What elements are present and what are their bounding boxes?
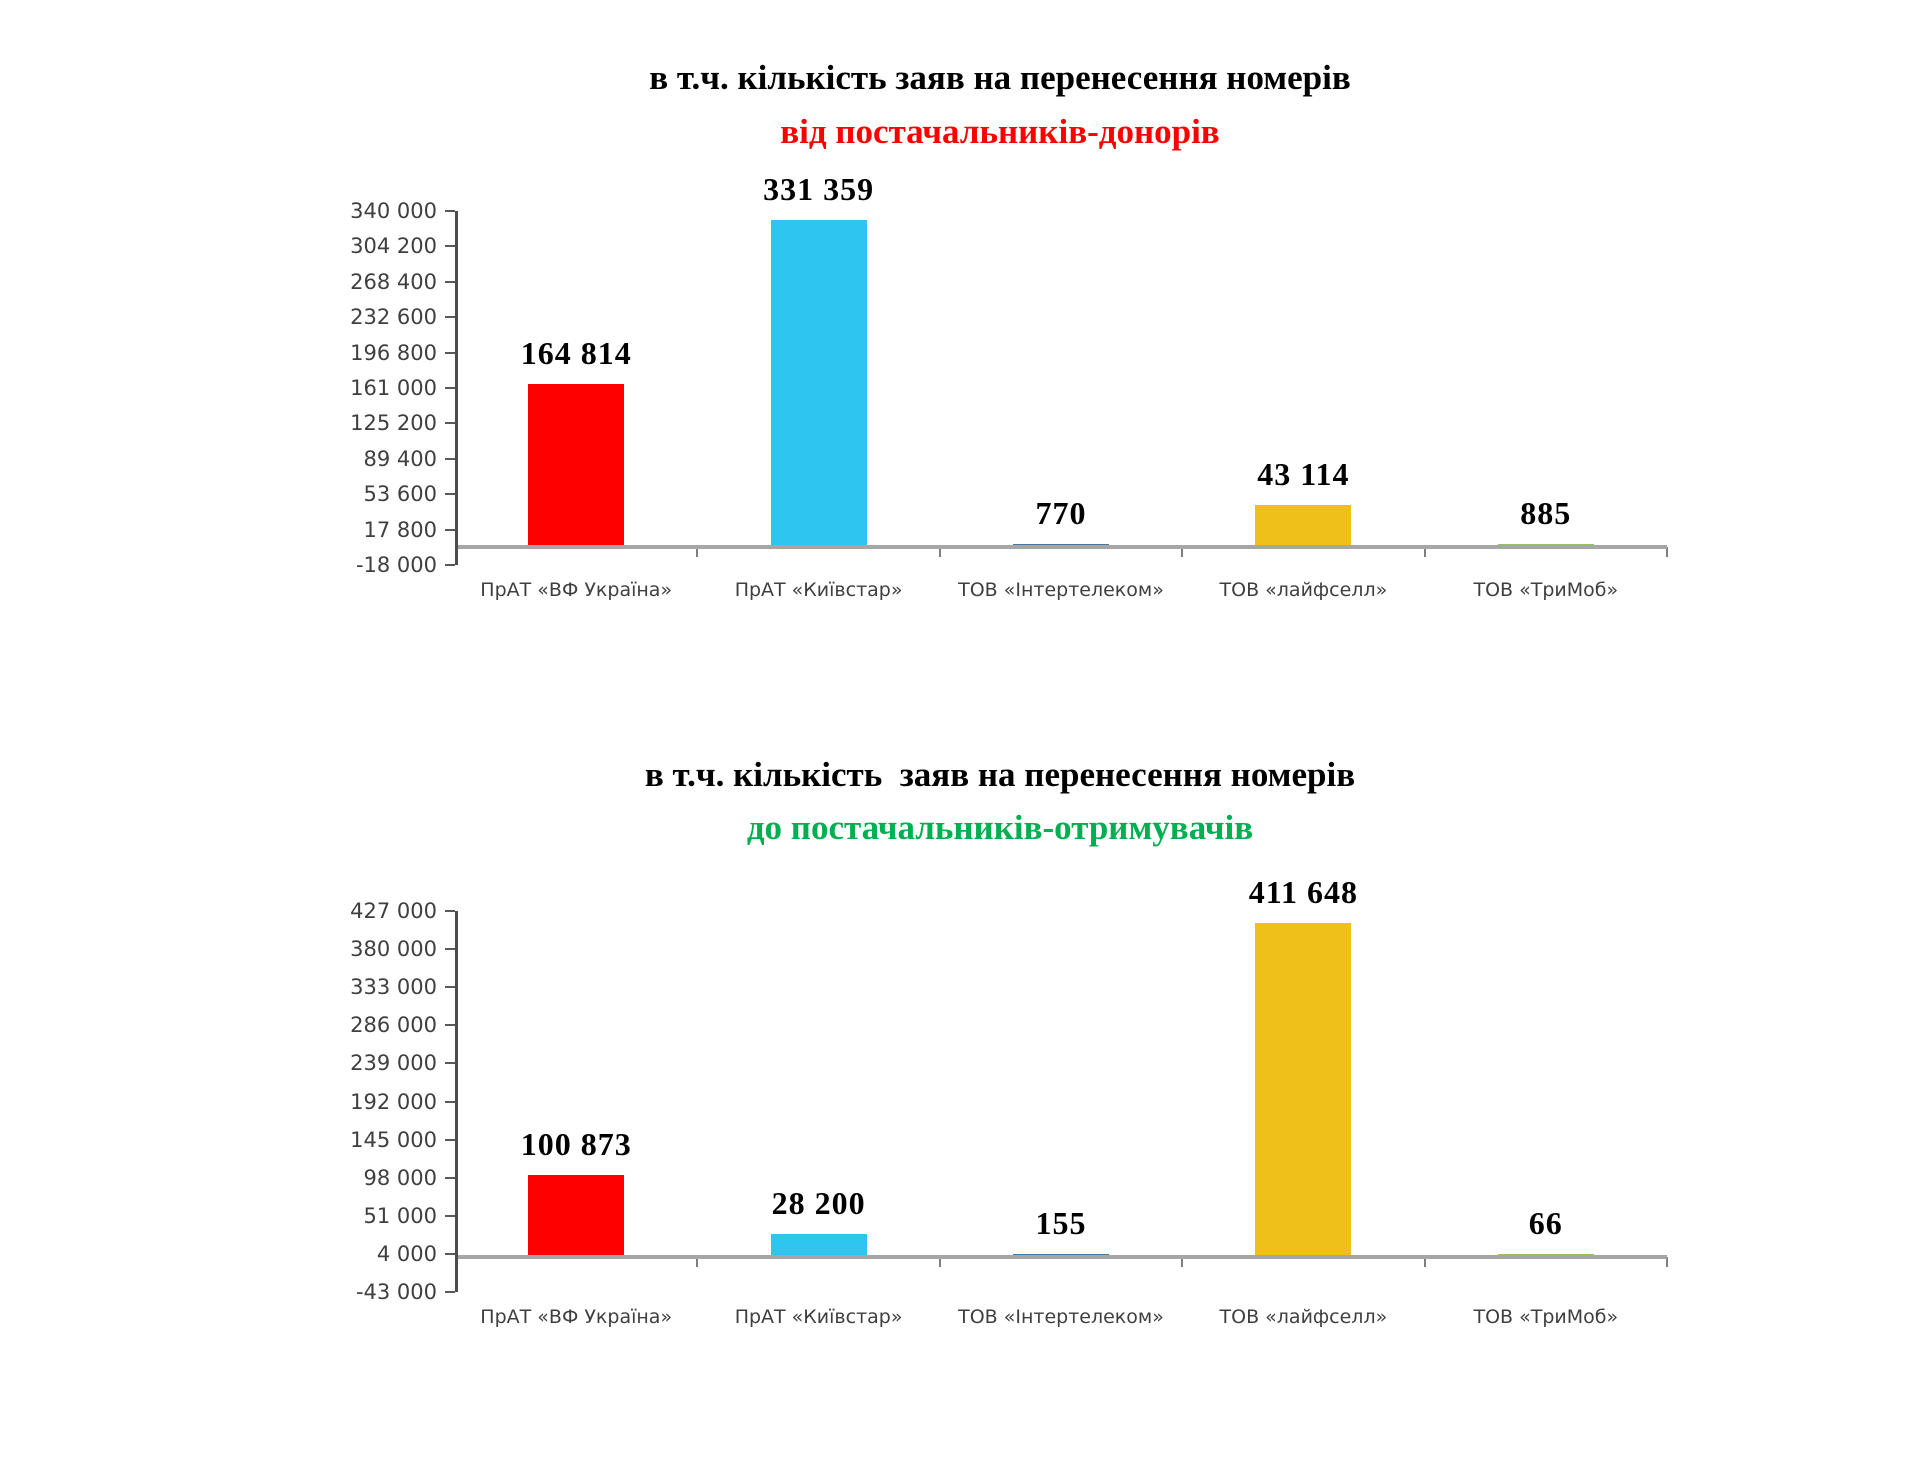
x-category-label: ТОВ «лайфселл» [1219, 1306, 1388, 1328]
y-axis-tick-label: 333 000 [350, 975, 437, 1000]
bar-value-label: 28 200 [771, 1185, 866, 1222]
bar-2 [770, 1234, 867, 1258]
y-axis-tick-mark [445, 564, 455, 566]
y-axis-line [455, 911, 458, 1292]
y-axis-tick-mark [445, 493, 455, 496]
bar-value-label: 100 873 [520, 1126, 632, 1163]
y-axis-tick-label: 53 600 [363, 482, 437, 507]
y-axis-tick-label: 340 000 [350, 199, 437, 223]
y-axis-tick-mark [445, 316, 455, 319]
x-axis-tick-mark [1666, 547, 1668, 558]
y-axis-tick-label: 4 000 [376, 1241, 437, 1266]
y-axis-tick-mark [445, 1100, 455, 1103]
y-axis-tick-mark [445, 457, 455, 460]
y-axis-tick-label: 232 600 [350, 305, 437, 330]
y-axis-tick-mark [445, 1176, 455, 1179]
bar-value-label: 770 [1035, 495, 1087, 532]
x-axis-tick-mark [696, 1257, 699, 1268]
y-axis-tick-label: 286 000 [350, 1013, 437, 1038]
y-axis-tick-label: 304 200 [350, 234, 437, 259]
y-axis-tick-label: 17 800 [363, 517, 437, 542]
y-axis-tick-label: 380 000 [350, 937, 437, 962]
bar-value-label: 411 648 [1248, 874, 1358, 911]
y-axis-tick-label: 427 000 [350, 899, 437, 923]
y-axis-tick-mark [445, 948, 455, 951]
chart-subtitle-donors: від постачальників-донорів [780, 112, 1220, 151]
bar-value-label: 155 [1035, 1205, 1087, 1242]
x-axis-tick-mark [1423, 547, 1426, 558]
y-axis-tick-mark [445, 910, 455, 912]
y-axis-tick-label: 239 000 [350, 1051, 437, 1076]
bar-2 [770, 219, 867, 548]
bar-1 [528, 1175, 625, 1258]
x-category-label: ПрАТ «Київстар» [734, 1306, 903, 1328]
y-axis-tick-mark [445, 1062, 455, 1065]
y-axis-tick-label: 51 000 [363, 1203, 437, 1228]
x-category-label: ТОВ «ТриМоб» [1473, 579, 1619, 601]
y-axis-tick-mark [445, 1138, 455, 1141]
x-axis-tick-mark [1423, 1257, 1426, 1268]
x-axis-tick-mark [938, 1257, 941, 1268]
bar-4 [1255, 923, 1352, 1258]
x-category-label: ТОВ «Інтертелеком» [958, 579, 1164, 601]
y-axis-tick-label: -43 000 [355, 1280, 437, 1304]
x-axis-tick-mark [696, 547, 699, 558]
bar-value-label: 885 [1520, 495, 1572, 532]
chart-title-line1: в т.ч. кількість заяв на перенесення ном… [649, 58, 1351, 97]
y-axis-tick-mark [445, 245, 455, 248]
chart-subtitle-recipients: до постачальників-отримувачів [746, 808, 1254, 847]
y-axis-tick-label: 89 400 [363, 446, 437, 471]
bar-value-label: 331 359 [763, 170, 875, 207]
x-category-label: ПрАТ «Київстар» [734, 579, 903, 601]
x-axis-tick-mark [1666, 1257, 1668, 1268]
y-axis-tick-label: 98 000 [363, 1165, 437, 1190]
bar-value-label: 164 814 [520, 335, 632, 372]
y-axis-tick-mark [445, 986, 455, 989]
y-axis-tick-mark [445, 1024, 455, 1027]
chart-title-line1: в т.ч. кількість заяв на перенесення ном… [644, 755, 1356, 794]
x-axis-line [455, 545, 1667, 550]
bar-value-label: 66 [1528, 1205, 1563, 1242]
y-axis-tick-mark [445, 387, 455, 389]
y-axis-tick-label: 145 000 [350, 1127, 437, 1152]
y-axis-tick-mark [445, 528, 455, 531]
x-axis-tick-mark [938, 547, 941, 558]
x-category-label: ТОВ «лайфселл» [1219, 579, 1388, 601]
x-category-label: ТОВ «Інтертелеком» [958, 1306, 1164, 1328]
x-category-label: ПрАТ «ВФ Україна» [480, 579, 673, 601]
x-category-label: ПрАТ «ВФ Україна» [480, 1306, 673, 1328]
y-axis-tick-label: 192 000 [350, 1089, 437, 1114]
x-category-label: ТОВ «ТриМоб» [1473, 1306, 1619, 1328]
bar-1 [528, 384, 625, 548]
y-axis-tick-mark [445, 210, 455, 212]
x-axis-line [455, 1255, 1667, 1260]
y-axis-tick-label: 268 400 [350, 269, 437, 294]
bar-value-label: 43 114 [1257, 455, 1350, 492]
x-axis-tick-mark [1181, 1257, 1184, 1268]
y-axis-tick-mark [445, 422, 455, 425]
y-axis-tick-label: 125 200 [350, 411, 437, 436]
y-axis-tick-mark [445, 280, 455, 283]
x-axis-tick-mark [1181, 547, 1184, 558]
y-axis-tick-label: 161 000 [350, 376, 437, 400]
y-axis-tick-label: -18 000 [355, 553, 437, 577]
y-axis-tick-mark [445, 1252, 455, 1255]
y-axis-tick-mark [445, 1214, 455, 1217]
y-axis-line [455, 211, 458, 565]
y-axis-tick-mark [445, 1291, 455, 1293]
y-axis-tick-mark [445, 351, 455, 354]
bar-4 [1255, 504, 1352, 548]
y-axis-tick-label: 196 800 [350, 340, 437, 365]
